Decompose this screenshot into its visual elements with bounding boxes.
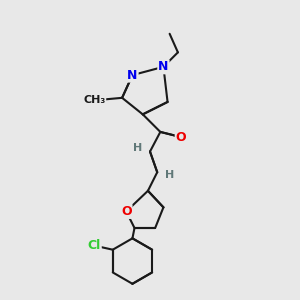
Text: N: N — [158, 60, 169, 73]
Text: H: H — [165, 170, 174, 180]
Text: N: N — [127, 69, 138, 82]
Text: O: O — [176, 130, 186, 144]
Text: CH₃: CH₃ — [83, 95, 105, 105]
Text: H: H — [133, 143, 142, 154]
Text: Cl: Cl — [88, 239, 101, 252]
Text: O: O — [121, 205, 132, 218]
